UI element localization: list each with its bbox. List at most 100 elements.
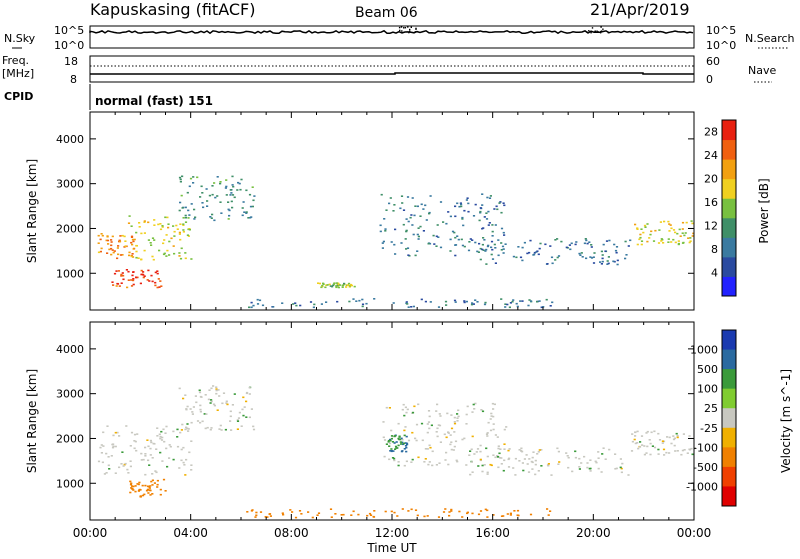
velocity-cell — [405, 450, 408, 453]
velocity-cell — [246, 391, 249, 394]
power-cell — [143, 249, 146, 252]
velocity-colorbar-tick: 100 — [697, 383, 718, 396]
velocity-cell — [141, 494, 145, 497]
power-cell — [410, 306, 413, 308]
velocity-colorbar-segment — [722, 330, 736, 351]
power-cell — [167, 226, 170, 229]
velocity-cell — [484, 508, 487, 511]
power-cell — [692, 232, 695, 235]
power-cell — [227, 218, 230, 220]
x-tick-label: 00:00 — [677, 526, 712, 540]
power-cell — [407, 254, 410, 256]
velocity-cell — [146, 488, 150, 491]
velocity-cell — [437, 424, 440, 426]
velocity-cell — [190, 421, 193, 424]
power-cell — [670, 241, 673, 243]
power-cell — [479, 247, 482, 250]
power-cell — [580, 252, 583, 254]
power-cell — [499, 201, 502, 203]
velocity-cell — [529, 513, 533, 516]
velocity-cell — [497, 445, 500, 447]
power-cell — [178, 176, 182, 179]
velocity-cell — [439, 441, 442, 443]
velocity-cell — [215, 388, 218, 390]
velocity-cell — [657, 432, 660, 435]
power-cell — [355, 300, 358, 302]
velocity-cell — [368, 512, 372, 515]
power-cell — [404, 238, 407, 240]
power-cell — [110, 247, 113, 250]
velocity-cell — [164, 490, 167, 492]
velocity-cell — [401, 408, 404, 411]
power-cell — [156, 270, 159, 272]
velocity-cell — [159, 488, 162, 491]
velocity-cell — [99, 446, 102, 449]
velocity-cell — [686, 452, 689, 454]
velocity-cell — [578, 457, 581, 460]
velocity-cell — [225, 400, 228, 403]
noise-search-point — [401, 30, 403, 32]
power-cell — [481, 248, 484, 251]
x-axis-title: Time UT — [366, 541, 417, 554]
power-cell — [227, 201, 230, 203]
power-cell — [608, 239, 611, 242]
power-cell — [538, 247, 541, 250]
velocity-cell — [537, 470, 540, 472]
velocity-cell — [447, 431, 450, 433]
velocity-cell — [393, 442, 396, 444]
power-cell — [429, 195, 432, 197]
power-cell — [188, 228, 191, 231]
velocity-cell — [491, 402, 494, 405]
power-cell — [239, 188, 242, 191]
velocity-cell — [118, 435, 121, 437]
power-cell — [585, 257, 588, 260]
power-cell — [157, 278, 160, 280]
power-cell — [519, 300, 522, 302]
velocity-cell — [133, 447, 136, 450]
power-cell — [537, 253, 540, 256]
power-cell — [484, 301, 487, 304]
power-cell — [670, 227, 673, 230]
power-cell — [151, 237, 155, 239]
velocity-cell — [185, 458, 188, 461]
power-cell — [168, 240, 171, 243]
power-cell — [231, 206, 234, 209]
power-cell — [130, 279, 133, 281]
velocity-cell — [330, 516, 333, 518]
velocity-cell — [190, 464, 193, 466]
velocity-cell — [494, 456, 497, 459]
power-cell — [550, 256, 554, 259]
velocity-cell — [450, 441, 453, 443]
velocity-cell — [450, 427, 454, 430]
power-cell — [643, 224, 647, 227]
power-cell — [249, 216, 252, 219]
power-cell — [422, 208, 425, 210]
velocity-cell — [248, 386, 251, 389]
velocity-cell — [450, 448, 453, 451]
velocity-cell — [435, 464, 438, 466]
power-cell — [493, 243, 496, 246]
power-cell — [575, 241, 578, 243]
power-cell — [240, 178, 243, 181]
power-cell — [416, 205, 419, 208]
station-title: Kapuskasing (fitACF) — [90, 0, 255, 19]
power-cell — [106, 235, 109, 238]
power-cell — [219, 201, 222, 203]
power-cell — [172, 245, 175, 247]
velocity-cell — [122, 465, 125, 467]
velocity-cell — [187, 430, 190, 432]
power-cell — [479, 258, 482, 261]
power-cell — [142, 276, 145, 279]
velocity-cell — [188, 451, 191, 454]
velocity-cell — [385, 443, 388, 445]
power-cell — [358, 299, 361, 302]
power-cell — [233, 196, 236, 199]
velocity-cell — [149, 439, 152, 442]
velocity-cell — [184, 474, 187, 476]
velocity-cell — [151, 479, 154, 482]
power-cell — [281, 302, 284, 304]
power-cell — [516, 305, 519, 308]
power-cell — [209, 216, 212, 218]
velocity-colorbar-tick: 25 — [704, 402, 718, 415]
velocity-cell — [454, 440, 458, 443]
